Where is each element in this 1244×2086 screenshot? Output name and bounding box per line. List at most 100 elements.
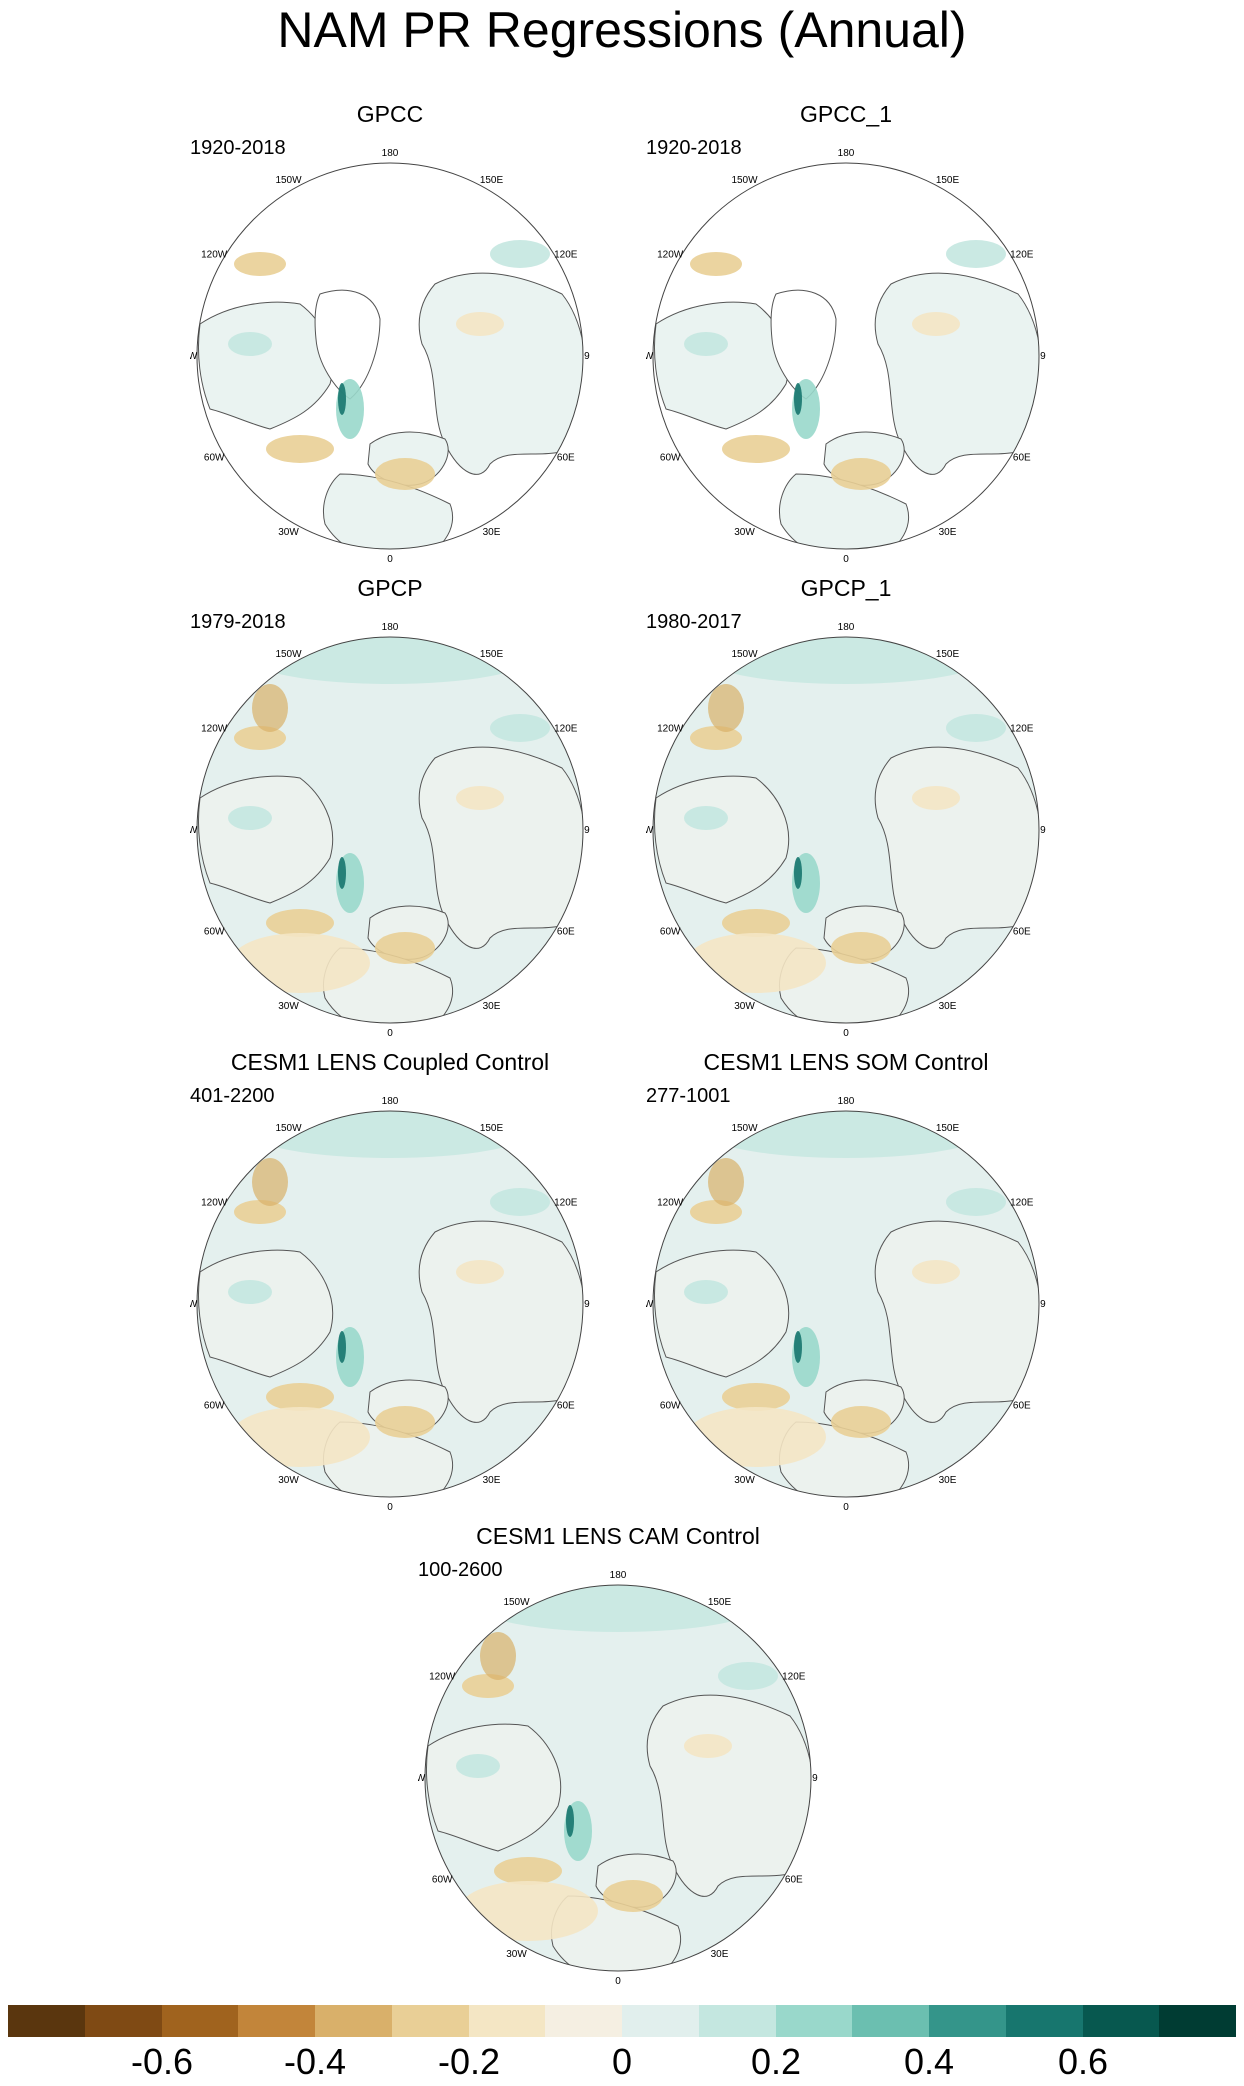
panel-title: CESM1 LENS CAM Control bbox=[476, 1523, 760, 1549]
longitude-label: 150W bbox=[275, 649, 302, 660]
longitude-label: 60W bbox=[204, 1401, 225, 1412]
longitude-label: 30E bbox=[939, 1475, 957, 1486]
longitude-label: 150W bbox=[275, 1123, 302, 1134]
longitude-label: 150E bbox=[480, 1123, 504, 1134]
colorbar-segment bbox=[545, 2005, 622, 2037]
colorbar-segment bbox=[622, 2005, 699, 2037]
map-panel: CESM1 LENS CAM Control 100-2600 180 150E 120… bbox=[418, 1522, 818, 1992]
longitude-label: 30E bbox=[711, 1949, 729, 1960]
longitude-label: 120E bbox=[782, 1672, 806, 1683]
panel-period: 1979-2018 bbox=[190, 611, 286, 633]
longitude-label: 90W bbox=[646, 1299, 654, 1310]
map-panel: CESM1 LENS SOM Control 277-1001 180 150E 120… bbox=[646, 1048, 1046, 1518]
colorbar-segment bbox=[1082, 2005, 1160, 2037]
longitude-label: 150E bbox=[480, 175, 504, 186]
longitude-label: 30E bbox=[939, 527, 957, 538]
longitude-label: 150E bbox=[480, 649, 504, 660]
longitude-label: 0 bbox=[615, 1976, 621, 1987]
panel-period: 401-2200 bbox=[190, 1085, 275, 1107]
colorbar-segment bbox=[775, 2005, 853, 2037]
polar-map: 180 150E 120E 90E 60E 30E 0 30W 60W 90W 120W 150W bbox=[418, 1570, 818, 1987]
polar-map: 180 150E 120E 90E 60E 30E 0 30W 60W 90W 120W 150W bbox=[190, 1096, 590, 1513]
longitude-label: 60E bbox=[1013, 1401, 1031, 1412]
colorbar bbox=[8, 2005, 1236, 2037]
longitude-label: 0 bbox=[843, 1028, 849, 1039]
longitude-label: 60W bbox=[432, 1875, 453, 1886]
longitude-label: 150E bbox=[936, 1123, 960, 1134]
longitude-label: 0 bbox=[387, 554, 393, 565]
longitude-label: 0 bbox=[387, 1502, 393, 1513]
colorbar-tick-label: -0.2 bbox=[437, 2041, 501, 2082]
panel-period: 277-1001 bbox=[646, 1085, 731, 1107]
map-panel: GPCC 1920-2018 180 150E 120E 90E 60E 30E 0 30W 60W… bbox=[190, 100, 590, 570]
longitude-label: 120W bbox=[201, 724, 228, 735]
map-panel: GPCP 1979-2018 180 150E 120E 90E 60E 30E 0 30W 60W… bbox=[190, 574, 590, 1044]
longitude-label: 30W bbox=[278, 1001, 299, 1012]
longitude-label: 60W bbox=[204, 453, 225, 464]
longitude-label: 120W bbox=[429, 1672, 456, 1683]
longitude-label: 90E bbox=[812, 1773, 818, 1784]
colorbar-segment bbox=[1159, 2005, 1236, 2037]
longitude-label: 30W bbox=[278, 1475, 299, 1486]
panel-title: GPCC_1 bbox=[799, 101, 893, 127]
longitude-label: 30W bbox=[278, 527, 299, 538]
longitude-label: 60E bbox=[557, 453, 575, 464]
longitude-label: 150W bbox=[275, 175, 302, 186]
longitude-label: 90W bbox=[646, 825, 654, 836]
panel-period: 1920-2018 bbox=[190, 137, 286, 159]
colorbar-segment bbox=[8, 2005, 85, 2037]
longitude-label: 0 bbox=[843, 1502, 849, 1513]
longitude-label: 120E bbox=[554, 724, 578, 735]
panel-period: 1920-2018 bbox=[646, 137, 742, 159]
colorbar-segment bbox=[238, 2005, 315, 2037]
longitude-label: 30W bbox=[734, 1001, 755, 1012]
colorbar-segment bbox=[1005, 2005, 1083, 2037]
polar-map: 180 150E 120E 90E 60E 30E 0 30W 60W 90W 120W 150W bbox=[190, 148, 590, 565]
panel-title: GPCC bbox=[356, 101, 424, 127]
longitude-label: 120E bbox=[554, 1198, 578, 1209]
longitude-label: 30W bbox=[506, 1949, 527, 1960]
colorbar-segment bbox=[391, 2005, 469, 2037]
longitude-label: 120W bbox=[657, 724, 684, 735]
colorbar-tick-label: 0 bbox=[611, 2041, 633, 2082]
polar-map: 180 150E 120E 90E 60E 30E 0 30W 60W 90W 120W 150W bbox=[646, 148, 1046, 565]
longitude-label: 120E bbox=[1010, 724, 1034, 735]
colorbar-segment bbox=[852, 2005, 929, 2037]
longitude-label: 60W bbox=[660, 1401, 681, 1412]
longitude-label: 150E bbox=[708, 1597, 732, 1608]
longitude-label: 150W bbox=[503, 1597, 530, 1608]
longitude-label: 90W bbox=[190, 351, 198, 362]
longitude-label: 90E bbox=[1040, 351, 1046, 362]
figure-title: NAM PR Regressions (Annual) bbox=[277, 2, 967, 58]
panel-title: CESM1 LENS SOM Control bbox=[703, 1049, 989, 1075]
longitude-label: 120W bbox=[201, 250, 228, 261]
longitude-label: 90E bbox=[584, 351, 590, 362]
map-panel: CESM1 LENS Coupled Control 401-2200 180 150… bbox=[190, 1048, 590, 1518]
longitude-label: 180 bbox=[382, 148, 399, 159]
colorbar-tick-label: 0.2 bbox=[750, 2041, 802, 2082]
longitude-label: 120W bbox=[201, 1198, 228, 1209]
longitude-label: 150W bbox=[731, 175, 758, 186]
longitude-label: 180 bbox=[610, 1570, 627, 1581]
colorbar-tick-label: -0.6 bbox=[130, 2041, 194, 2082]
longitude-label: 90W bbox=[646, 351, 654, 362]
longitude-label: 120W bbox=[657, 1198, 684, 1209]
colorbar-tick-label: 0.4 bbox=[903, 2041, 955, 2082]
panel-title: CESM1 LENS Coupled Control bbox=[230, 1049, 550, 1075]
map-panel: GPCC_1 1920-2018 180 150E 120E 90E 60E 30E 0 30W 6… bbox=[646, 100, 1046, 570]
longitude-label: 90E bbox=[584, 825, 590, 836]
longitude-label: 150W bbox=[731, 1123, 758, 1134]
polar-map: 180 150E 120E 90E 60E 30E 0 30W 60W 90W 120W 150W bbox=[646, 1096, 1046, 1513]
longitude-label: 90E bbox=[1040, 825, 1046, 836]
colorbar-segment bbox=[468, 2005, 546, 2037]
colorbar-segment bbox=[698, 2005, 776, 2037]
panel-title: GPCP_1 bbox=[800, 575, 892, 601]
longitude-label: 90W bbox=[190, 825, 198, 836]
longitude-label: 90E bbox=[584, 1299, 590, 1310]
longitude-label: 30E bbox=[483, 527, 501, 538]
longitude-label: 60E bbox=[785, 1875, 803, 1886]
longitude-label: 60W bbox=[660, 453, 681, 464]
longitude-label: 150W bbox=[731, 649, 758, 660]
longitude-label: 120E bbox=[1010, 1198, 1034, 1209]
colorbar-segment bbox=[161, 2005, 239, 2037]
